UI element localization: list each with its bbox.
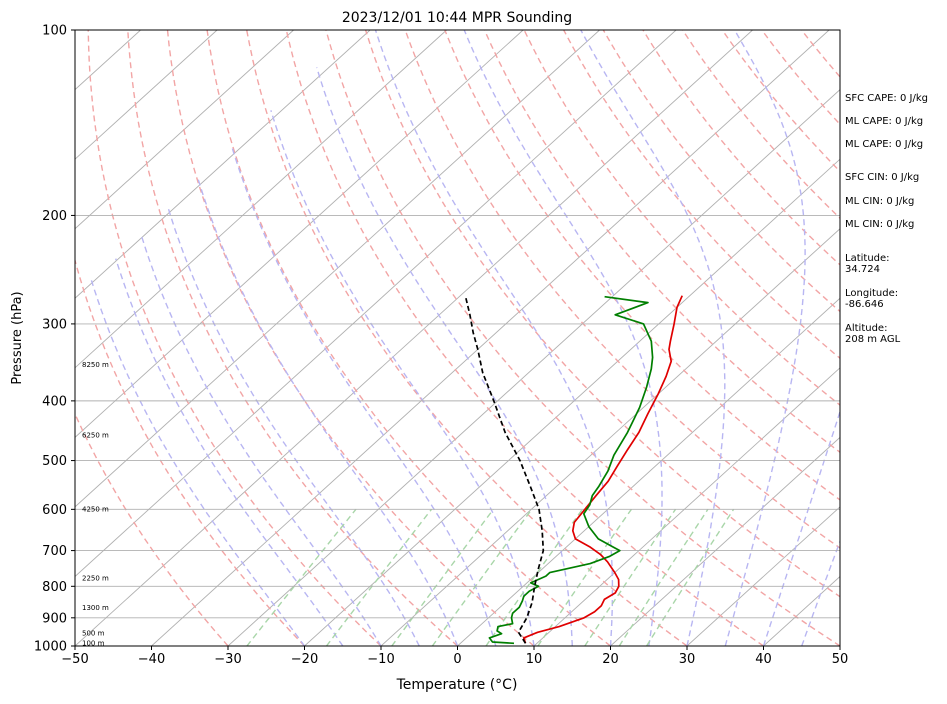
x-tick-label: 0 — [453, 652, 461, 667]
dry-adiabat-line — [7, 30, 228, 646]
pressure-gridlines — [75, 30, 840, 646]
mixing-ratio-line — [619, 509, 708, 646]
moist-adiabat-line — [725, 30, 805, 646]
height-label: 4250 m — [82, 505, 109, 513]
x-tick-label: −20 — [291, 652, 318, 667]
height-label: 2250 m — [82, 575, 109, 583]
dewpoint-trace — [489, 297, 652, 644]
y-tick-label: 700 — [42, 544, 67, 559]
moist-adiabat-line — [232, 147, 496, 646]
dry-adiabat-line — [920, 30, 947, 646]
y-tick-label: 300 — [42, 317, 67, 332]
latitude-annotation: Latitude: 34.724 — [845, 253, 890, 275]
plot-frame — [75, 30, 840, 646]
y-tick-label: 100 — [42, 24, 67, 39]
isotherm-line — [152, 30, 830, 646]
y-tick-label: 600 — [42, 503, 67, 518]
background-lines — [0, 30, 947, 646]
y-tick-label: 500 — [42, 454, 67, 469]
parcel-profile-trace — [466, 298, 544, 644]
x-tick-label: 20 — [602, 652, 619, 667]
moist-adiabat-line — [116, 259, 343, 646]
ml-cape-annotation: ML CAPE: 0 J/kg — [845, 116, 923, 127]
x-tick-label: 50 — [832, 652, 849, 667]
x-tick-label: 30 — [679, 652, 696, 667]
sfc-cin-annotation: SFC CIN: 0 J/kg — [845, 172, 919, 183]
y-tick-label: 200 — [42, 209, 67, 224]
x-tick-label: 40 — [755, 652, 772, 667]
isotherm-line — [0, 30, 523, 646]
x-tick-label: 10 — [526, 652, 543, 667]
height-label: 500 m — [82, 630, 105, 638]
x-tick-label: −40 — [138, 652, 165, 667]
dry-adiabat-line — [168, 30, 535, 646]
x-tick-label: −10 — [367, 652, 394, 667]
ml-cin-annotation: ML CIN: 0 J/kg — [845, 196, 914, 207]
chart-title: 2023/12/01 10:44 MPR Sounding — [342, 10, 572, 26]
dry-adiabat-line — [286, 30, 763, 646]
x-tick-label: −30 — [214, 652, 241, 667]
longitude-annotation: Longitude: -86.646 — [845, 288, 898, 310]
mixing-ratio-line — [392, 509, 494, 646]
height-label: 8250 m — [82, 361, 109, 369]
y-tick-label: 1000 — [34, 640, 67, 655]
isotherm-line — [228, 30, 906, 646]
isotherm-line — [0, 30, 676, 646]
moist-adiabat-line — [581, 30, 725, 646]
altitude-annotation: Altitude: 208 m AGL — [845, 323, 900, 345]
moist-adiabat-line — [464, 30, 662, 646]
x-axis-label: Temperature (°C) — [396, 677, 518, 693]
mixing-ratio-line — [432, 509, 531, 646]
temperature-trace — [524, 296, 682, 644]
dry-adiabat-line — [326, 30, 840, 646]
moist-adiabat-line — [141, 235, 381, 646]
ml-cin-annotation-2: ML CIN: 0 J/kg — [845, 219, 914, 230]
ml-cape-annotation-2: ML CAPE: 0 J/kg — [845, 139, 923, 150]
sfc-cape-annotation: SFC CAPE: 0 J/kg — [845, 93, 928, 104]
y-tick-label: 400 — [42, 394, 67, 409]
height-label: 6250 m — [82, 431, 109, 439]
height-label: 1300 m — [82, 604, 109, 612]
y-tick-label: 900 — [42, 611, 67, 626]
y-tick-label: 800 — [42, 580, 67, 595]
y-axis-label: Pressure (hPa) — [10, 291, 25, 384]
mixing-ratio-line — [647, 509, 734, 646]
moist-adiabat-line — [168, 209, 419, 646]
y-axis-ticks: 100 200 300 400 500 600 700 800 900 1000 — [34, 24, 75, 655]
